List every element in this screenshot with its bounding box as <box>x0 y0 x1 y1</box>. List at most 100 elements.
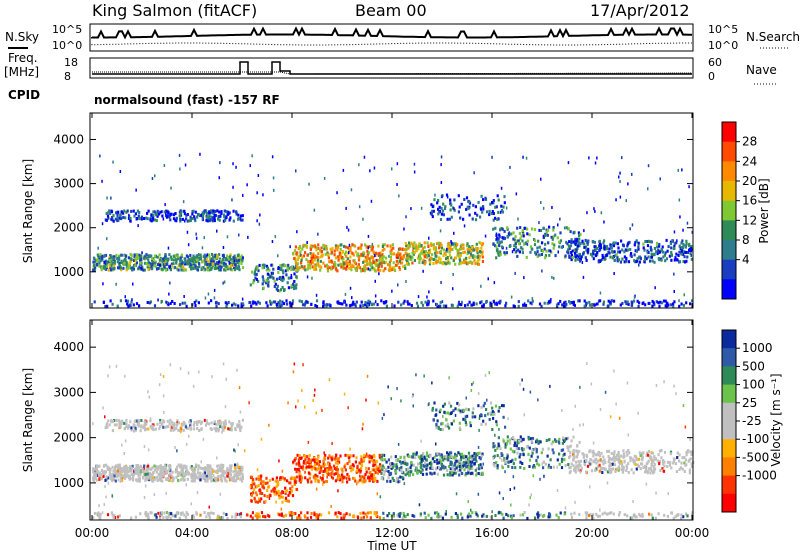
velocity-cell <box>600 467 603 471</box>
velocity-cell <box>435 467 438 471</box>
power-cell <box>212 255 215 259</box>
power-cell <box>99 253 102 257</box>
power-cell <box>630 252 633 255</box>
power-cell <box>279 299 282 303</box>
velocity-cell <box>554 439 557 443</box>
power-cell <box>407 257 410 261</box>
power-cell <box>179 211 183 215</box>
velocity-cell <box>380 477 383 480</box>
power-cell <box>218 210 221 214</box>
power-cell <box>134 258 137 262</box>
power-cell <box>521 239 524 243</box>
power-cell <box>350 268 353 272</box>
velocity-cell <box>572 464 575 468</box>
velocity-cell <box>314 473 317 477</box>
power-cell <box>665 257 668 261</box>
power-cell <box>162 257 165 261</box>
power-cell <box>136 209 139 213</box>
velocity-cell <box>381 453 384 457</box>
power-cell <box>456 243 459 247</box>
velocity-cell <box>208 468 211 472</box>
power-cell <box>374 269 377 272</box>
power-cell <box>349 255 352 259</box>
power-cell <box>663 253 666 257</box>
velocity-cell <box>441 428 444 432</box>
power-cell <box>165 263 168 266</box>
power-cell <box>190 267 193 271</box>
velocity-cell <box>426 465 429 469</box>
power-cell <box>509 165 511 169</box>
power-cell <box>113 259 116 263</box>
velocity-cell <box>424 461 427 465</box>
power-cell <box>345 267 348 271</box>
velocity-cell <box>322 464 325 468</box>
power-cell <box>686 221 689 225</box>
power-cell <box>302 243 305 247</box>
velocity-cell <box>329 468 332 472</box>
velocity-cell <box>360 467 363 470</box>
velocity-cell <box>207 471 210 475</box>
velocity-cell <box>95 474 98 478</box>
power-cell <box>440 246 443 250</box>
velocity-cell <box>166 425 169 429</box>
power-cell <box>157 267 160 270</box>
power-cell <box>598 239 601 243</box>
power-cell <box>637 304 640 308</box>
power-cell <box>465 196 469 200</box>
power-cell <box>363 266 366 270</box>
velocity-cell <box>389 479 392 483</box>
velocity-cell <box>97 472 100 476</box>
velocity-cell <box>374 463 377 467</box>
velocity-cell <box>119 468 122 472</box>
velocity-cell <box>207 475 210 479</box>
power-cell <box>503 201 506 205</box>
velocity-cell <box>431 408 434 412</box>
power-cell <box>301 247 304 251</box>
velocity-cell <box>355 456 358 460</box>
velocity-cell <box>230 478 233 482</box>
power-cell <box>160 300 162 304</box>
velocity-cell <box>126 473 129 477</box>
power-cell <box>165 215 169 219</box>
power-cell <box>202 266 205 269</box>
power-cell <box>578 259 582 263</box>
velocity-cell <box>159 474 162 478</box>
colorbar-tick-label: 28 <box>742 135 757 149</box>
velocity-cell <box>219 469 222 473</box>
velocity-cell <box>480 405 483 409</box>
power-cell <box>438 246 441 250</box>
velocity-cell <box>431 406 434 410</box>
power-cell <box>185 213 188 217</box>
velocity-cell <box>538 463 541 467</box>
power-cell <box>138 211 141 214</box>
velocity-cell <box>279 495 282 499</box>
power-cell <box>222 253 225 257</box>
power-cell <box>127 256 130 260</box>
power-cell <box>241 258 244 262</box>
power-cell <box>415 243 418 247</box>
power-cell <box>238 268 241 272</box>
power-cell <box>489 304 492 307</box>
freq-trace <box>92 61 692 75</box>
velocity-cell <box>570 439 573 443</box>
velocity-cell <box>469 455 472 459</box>
velocity-cell <box>547 438 551 442</box>
colorbar-segment <box>722 141 736 162</box>
velocity-cell <box>155 466 158 470</box>
power-cell <box>300 300 304 304</box>
power-cell <box>127 304 130 308</box>
power-cell <box>520 234 523 238</box>
power-cell <box>458 247 462 251</box>
power-cell <box>266 272 269 276</box>
power-cell <box>274 282 277 286</box>
power-cell <box>585 301 588 305</box>
velocity-cell <box>183 421 186 425</box>
power-cell <box>232 209 235 213</box>
velocity-cell <box>240 466 244 470</box>
power-cell <box>251 270 254 274</box>
velocity-cell <box>449 460 452 464</box>
power-cell <box>101 222 104 226</box>
power-cell <box>592 257 595 261</box>
velocity-cell <box>465 423 468 427</box>
velocity-cell <box>310 465 313 469</box>
